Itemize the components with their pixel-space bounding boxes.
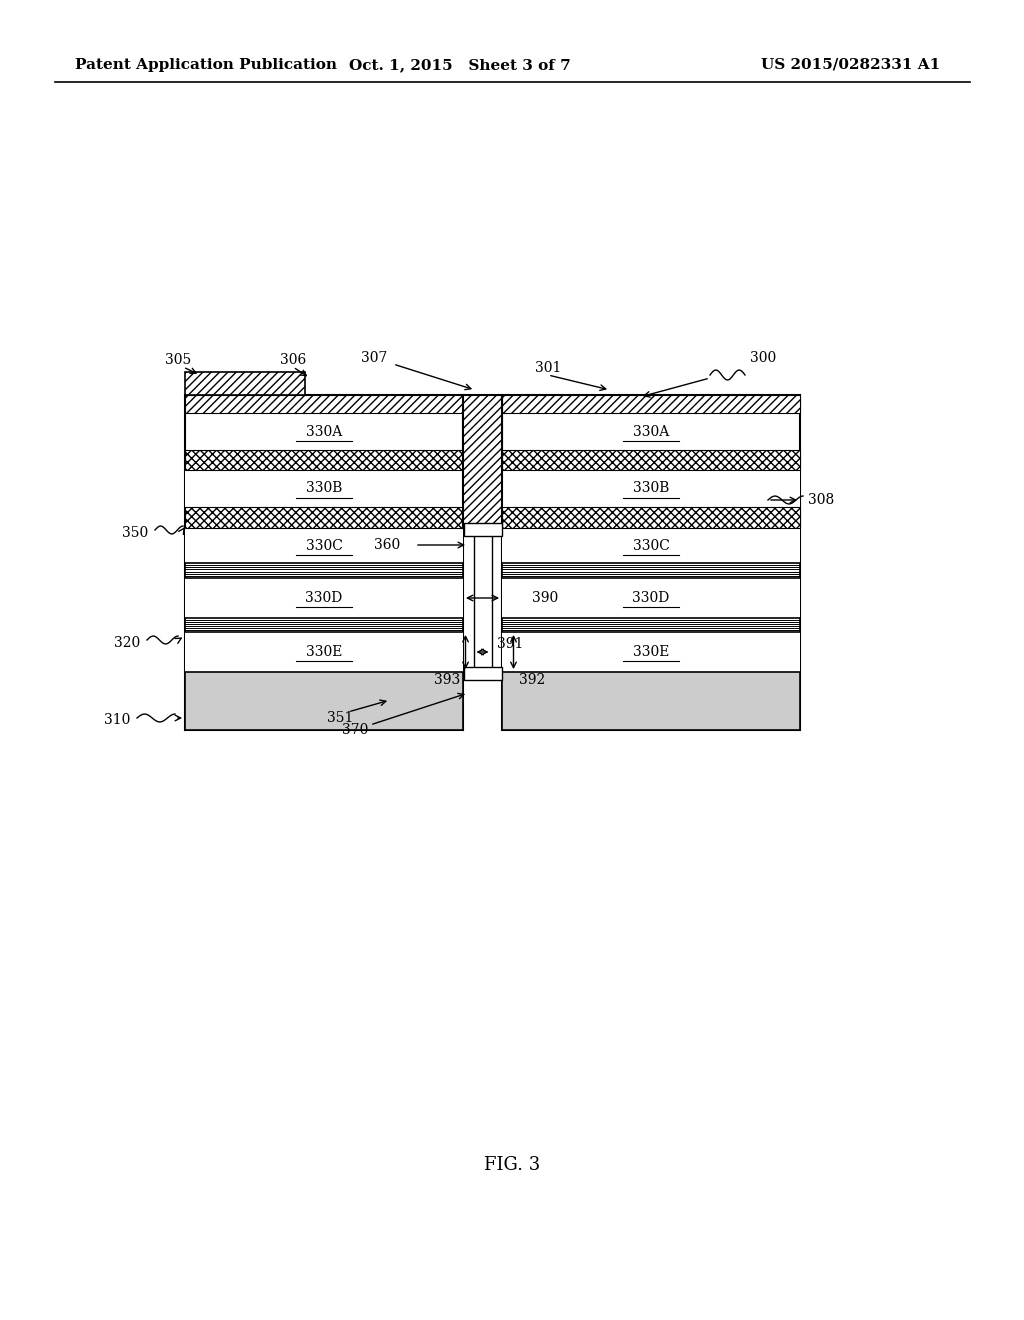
Bar bbox=[502, 618, 800, 632]
Bar bbox=[185, 395, 463, 413]
Bar bbox=[502, 578, 800, 618]
Text: 360: 360 bbox=[374, 539, 400, 552]
Bar bbox=[185, 618, 463, 632]
Text: 370: 370 bbox=[342, 723, 369, 737]
Text: 305: 305 bbox=[165, 352, 191, 367]
Bar bbox=[502, 564, 800, 578]
Text: 351: 351 bbox=[327, 711, 353, 725]
Text: 320: 320 bbox=[114, 636, 140, 649]
Bar bbox=[185, 578, 463, 618]
Bar bbox=[502, 528, 800, 730]
Text: 330C: 330C bbox=[633, 539, 670, 553]
Text: 330E: 330E bbox=[633, 645, 670, 659]
Text: 330E: 330E bbox=[306, 645, 342, 659]
Bar bbox=[185, 632, 463, 672]
Text: 308: 308 bbox=[808, 492, 835, 507]
Bar bbox=[502, 470, 800, 507]
Bar bbox=[473, 528, 492, 672]
Bar bbox=[185, 564, 463, 578]
Text: 330D: 330D bbox=[305, 591, 343, 605]
Bar bbox=[502, 507, 800, 528]
Text: 330A: 330A bbox=[306, 425, 342, 438]
Text: 307: 307 bbox=[360, 351, 387, 366]
Bar bbox=[502, 672, 800, 730]
Bar bbox=[464, 523, 502, 536]
Text: 393: 393 bbox=[434, 673, 461, 686]
Bar bbox=[185, 470, 463, 507]
Bar bbox=[502, 450, 800, 470]
Text: 306: 306 bbox=[280, 352, 306, 367]
Bar bbox=[502, 632, 800, 672]
Text: 350: 350 bbox=[122, 525, 148, 540]
Text: 330D: 330D bbox=[633, 591, 670, 605]
Text: 301: 301 bbox=[535, 360, 561, 375]
Text: 330B: 330B bbox=[306, 482, 342, 495]
Text: 392: 392 bbox=[518, 673, 545, 686]
Bar bbox=[185, 528, 463, 564]
Bar bbox=[463, 395, 502, 528]
Text: 330C: 330C bbox=[305, 539, 342, 553]
Bar bbox=[185, 528, 463, 730]
Bar bbox=[502, 395, 800, 413]
Bar bbox=[185, 395, 463, 528]
Text: FIG. 3: FIG. 3 bbox=[484, 1156, 540, 1173]
Text: 310: 310 bbox=[103, 713, 130, 727]
Text: 390: 390 bbox=[532, 591, 558, 605]
Bar bbox=[502, 395, 800, 528]
Bar bbox=[185, 372, 305, 395]
Bar bbox=[185, 507, 463, 528]
Text: 330B: 330B bbox=[633, 482, 670, 495]
Text: 330A: 330A bbox=[633, 425, 669, 438]
Text: 300: 300 bbox=[750, 351, 776, 366]
Text: 391: 391 bbox=[497, 638, 523, 651]
Bar bbox=[185, 450, 463, 470]
Text: Patent Application Publication: Patent Application Publication bbox=[75, 58, 337, 73]
Bar bbox=[502, 528, 800, 564]
Text: US 2015/0282331 A1: US 2015/0282331 A1 bbox=[761, 58, 940, 73]
Bar bbox=[185, 672, 463, 730]
Bar bbox=[464, 667, 502, 680]
Text: Oct. 1, 2015   Sheet 3 of 7: Oct. 1, 2015 Sheet 3 of 7 bbox=[349, 58, 570, 73]
